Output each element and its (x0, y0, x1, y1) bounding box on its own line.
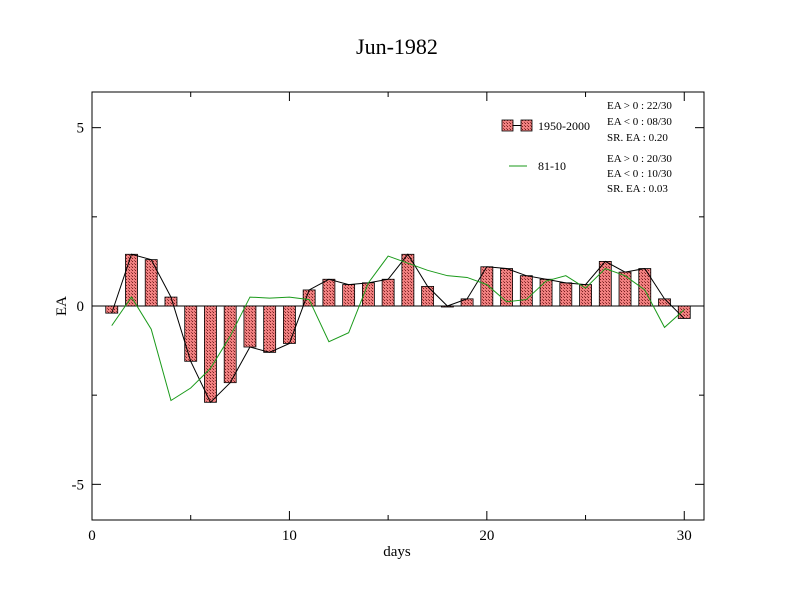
y-tick-label: 5 (77, 121, 85, 137)
bar (618, 271, 632, 307)
bar (223, 305, 237, 384)
legend-label-line: 81-10 (538, 159, 566, 173)
x-tick-label: 10 (282, 528, 297, 544)
bar (322, 278, 336, 307)
axes: 0 10 20 30 -5 0 5 (72, 92, 704, 544)
legend-bar-swatch-left (501, 119, 514, 132)
bar (204, 305, 217, 403)
legend-label-bars: 1950-2000 (538, 119, 590, 133)
bar (302, 289, 316, 307)
bar (263, 305, 277, 353)
stats-line: EA > 0 : 22/30 (607, 100, 672, 112)
series-lines (111, 253, 685, 404)
series-line-81-10 (111, 255, 685, 402)
bar (677, 305, 691, 319)
legend-item-line: 81-10 (509, 159, 566, 173)
stats-block-81-10: EA > 0 : 20/30 EA < 0 : 10/30 SR. EA : 0… (607, 153, 672, 195)
stats-line: SR. EA : 0.20 (607, 132, 668, 144)
bar (559, 282, 573, 307)
chart-title: Jun-1982 (356, 34, 438, 59)
legend-bar-swatch-right (520, 119, 533, 132)
x-tick-label: 0 (88, 528, 96, 544)
bar (243, 305, 257, 348)
x-tick-label: 30 (677, 528, 692, 544)
x-axis-label: days (383, 544, 411, 560)
bar (283, 305, 296, 344)
y-axis-label: EA (54, 296, 70, 316)
x-tick-label: 20 (479, 528, 494, 544)
bar (381, 278, 395, 307)
stats-line: EA < 0 : 10/30 (607, 168, 672, 180)
stats-block-1950-2000: EA > 0 : 22/30 EA < 0 : 08/30 SR. EA : 0… (607, 100, 672, 144)
stats-line: SR. EA : 0.03 (607, 183, 668, 195)
y-tick-label: -5 (72, 477, 85, 493)
bar (184, 305, 198, 362)
bar (519, 275, 533, 307)
stats-line: EA < 0 : 08/30 (607, 116, 672, 128)
bars (105, 253, 691, 403)
bar (421, 285, 435, 307)
y-tick-label: 0 (77, 299, 85, 315)
bar (125, 253, 138, 307)
bar (342, 284, 356, 307)
series-line-1950-2000 (111, 253, 685, 404)
bar (539, 278, 553, 307)
bar (500, 268, 513, 307)
legend-item-bars: 1950-2000 (501, 119, 590, 133)
stats-line: EA > 0 : 20/30 (607, 153, 672, 165)
legend: 1950-2000 81-10 (501, 119, 590, 173)
